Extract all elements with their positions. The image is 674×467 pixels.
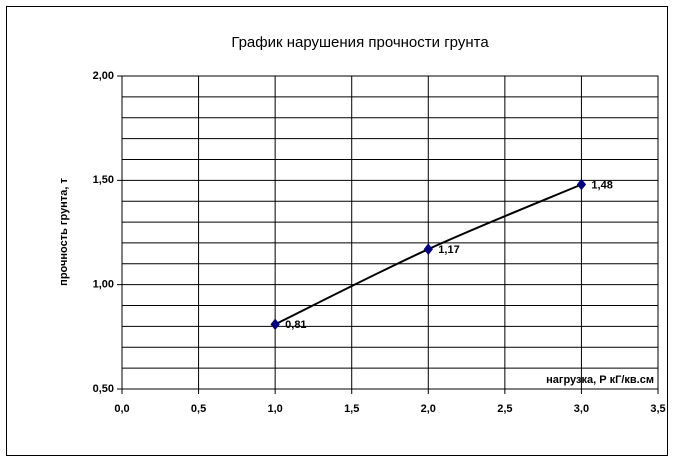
chart-title: График нарушения прочности грунта <box>231 34 489 51</box>
x-tick-label: 3,5 <box>650 403 665 415</box>
y-tick-label: 2,00 <box>93 70 114 82</box>
y-tick-label: 0,50 <box>93 383 114 395</box>
data-label: 1,17 <box>438 244 459 256</box>
x-tick-label: 2,0 <box>421 403 436 415</box>
plot-area <box>121 75 659 390</box>
data-point <box>270 318 280 331</box>
data-point <box>576 178 587 191</box>
data-label: 0,81 <box>285 319 306 331</box>
x-tick-label: 2,5 <box>497 403 512 415</box>
y-tick-label: 1,50 <box>93 174 114 186</box>
data-label: 1,48 <box>591 179 612 191</box>
x-tick-label: 0,5 <box>191 403 206 415</box>
x-tick-label: 1,0 <box>267 403 282 415</box>
y-tick-label: 1,00 <box>93 279 114 291</box>
x-tick-label: 0,0 <box>114 403 129 415</box>
x-tick-label: 3,0 <box>574 403 589 415</box>
y-axis-label: прочность грунта, т <box>58 178 70 286</box>
x-axis-label: нагрузка, Р кГ/кв.см <box>546 374 654 386</box>
chart-border <box>6 6 668 456</box>
x-tick-label: 1,5 <box>344 403 359 415</box>
data-point <box>423 243 433 255</box>
